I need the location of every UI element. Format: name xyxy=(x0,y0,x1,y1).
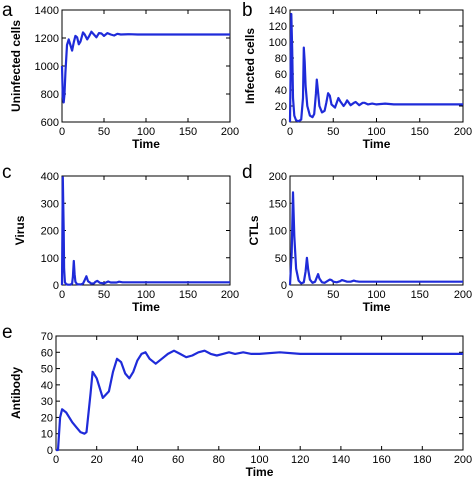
x-tick-label: 0 xyxy=(287,126,293,138)
y-tick-label: 1200 xyxy=(35,33,59,45)
y-tick-label: 10 xyxy=(41,429,53,441)
x-axis-label: Time xyxy=(132,300,160,314)
x-tick-label: 100 xyxy=(250,454,268,466)
y-tick-label: 120 xyxy=(269,21,287,33)
x-tick-label: 0 xyxy=(59,289,65,301)
panel-letter: d xyxy=(242,162,253,183)
panel-letter: e xyxy=(2,322,13,343)
y-tick-label: 60 xyxy=(41,347,53,359)
x-tick-label: 150 xyxy=(179,289,197,301)
x-tick-label: 160 xyxy=(372,454,390,466)
panel-d: d 0 50 100 150 200 0 50 100 150 200 Time CTLs xyxy=(242,162,472,314)
x-tick-label: 50 xyxy=(327,126,339,138)
y-tick-label: 20 xyxy=(41,412,53,424)
panel-c: c 0 50 100 150 200 0 100 200 300 400 Time Virus xyxy=(2,162,239,314)
panel-a: a 0 50 100 150 200 600 800 1000 1200 1400 Time Uninf… xyxy=(2,0,239,151)
x-tick-label: 100 xyxy=(367,126,385,138)
x-tick-label: 80 xyxy=(213,454,225,466)
y-tick-label: 50 xyxy=(275,253,287,265)
panel-letter: c xyxy=(2,162,12,183)
x-axis-label: Time xyxy=(132,137,160,151)
y-tick-label: 150 xyxy=(269,198,287,210)
plot-frame xyxy=(61,175,231,286)
y-tick-label: 20 xyxy=(275,101,287,113)
y-tick-label: 200 xyxy=(269,171,287,183)
x-axis-label: Time xyxy=(363,300,391,314)
x-tick-label: 200 xyxy=(454,454,472,466)
y-tick-label: 60 xyxy=(275,69,287,81)
y-tick-label: 30 xyxy=(41,396,53,408)
panel-letter: a xyxy=(2,0,13,21)
x-tick-label: 100 xyxy=(137,289,155,301)
y-axis-label: Antibody xyxy=(9,367,23,419)
panel-b: b 0 50 100 150 200 0 20 40 60 80 100 120 140 Time Infec… xyxy=(242,0,472,151)
x-tick-label: 0 xyxy=(53,454,59,466)
x-tick-label: 200 xyxy=(454,289,472,301)
y-tick-label: 80 xyxy=(275,53,287,65)
y-tick-label: 1400 xyxy=(35,5,59,17)
x-tick-label: 200 xyxy=(454,126,472,138)
series-line-a xyxy=(60,30,230,104)
x-tick-label: 200 xyxy=(221,126,239,138)
x-axis-label: Time xyxy=(363,137,391,151)
x-tick-label: 50 xyxy=(327,289,339,301)
y-tick-label: 70 xyxy=(41,331,53,343)
y-axis-label: Infected cells xyxy=(243,28,257,104)
x-tick-label: 0 xyxy=(287,289,293,301)
x-tick-label: 200 xyxy=(221,289,239,301)
y-tick-label: 400 xyxy=(41,171,59,183)
x-tick-label: 50 xyxy=(98,289,110,301)
x-tick-label: 20 xyxy=(91,454,103,466)
y-tick-label: 0 xyxy=(281,280,287,292)
x-tick-label: 60 xyxy=(172,454,184,466)
y-tick-label: 50 xyxy=(41,364,53,376)
x-tick-label: 120 xyxy=(291,454,309,466)
y-axis-label: Uninfected cells xyxy=(9,20,23,112)
plot-frame xyxy=(61,9,231,123)
plot-frame xyxy=(289,175,464,286)
x-axis-label: Time xyxy=(246,465,274,478)
x-tick-label: 50 xyxy=(98,126,110,138)
y-tick-label: 100 xyxy=(269,37,287,49)
x-tick-label: 180 xyxy=(413,454,431,466)
y-tick-label: 0 xyxy=(47,445,53,457)
y-tick-label: 0 xyxy=(53,280,59,292)
x-tick-label: 0 xyxy=(59,126,65,138)
series-line-c xyxy=(60,176,230,286)
y-tick-label: 600 xyxy=(41,117,59,129)
y-tick-label: 40 xyxy=(41,380,53,392)
series-line-e xyxy=(56,349,463,452)
x-tick-label: 40 xyxy=(131,454,143,466)
x-tick-label: 150 xyxy=(411,126,429,138)
x-tick-label: 100 xyxy=(137,126,155,138)
x-tick-label: 150 xyxy=(179,126,197,138)
y-tick-label: 200 xyxy=(41,226,59,238)
y-tick-label: 100 xyxy=(269,226,287,238)
x-tick-label: 100 xyxy=(367,289,385,301)
series-line-d xyxy=(288,191,463,286)
y-tick-label: 300 xyxy=(41,198,59,210)
y-tick-label: 0 xyxy=(281,117,287,129)
y-tick-label: 140 xyxy=(269,5,287,17)
y-axis-label: CTLs xyxy=(247,215,261,245)
y-tick-label: 40 xyxy=(275,85,287,97)
y-tick-label: 1000 xyxy=(35,61,59,73)
x-tick-label: 150 xyxy=(411,289,429,301)
y-tick-label: 800 xyxy=(41,89,59,101)
series-line-b xyxy=(288,12,463,123)
y-tick-label: 100 xyxy=(41,253,59,265)
y-axis-label: Virus xyxy=(13,215,27,245)
panel-letter: b xyxy=(242,0,253,21)
panel-e: e 0 20 40 60 80 100 120 140 160 180 200 0 10 20 30 40 50 6… xyxy=(2,322,472,478)
x-tick-label: 140 xyxy=(332,454,350,466)
